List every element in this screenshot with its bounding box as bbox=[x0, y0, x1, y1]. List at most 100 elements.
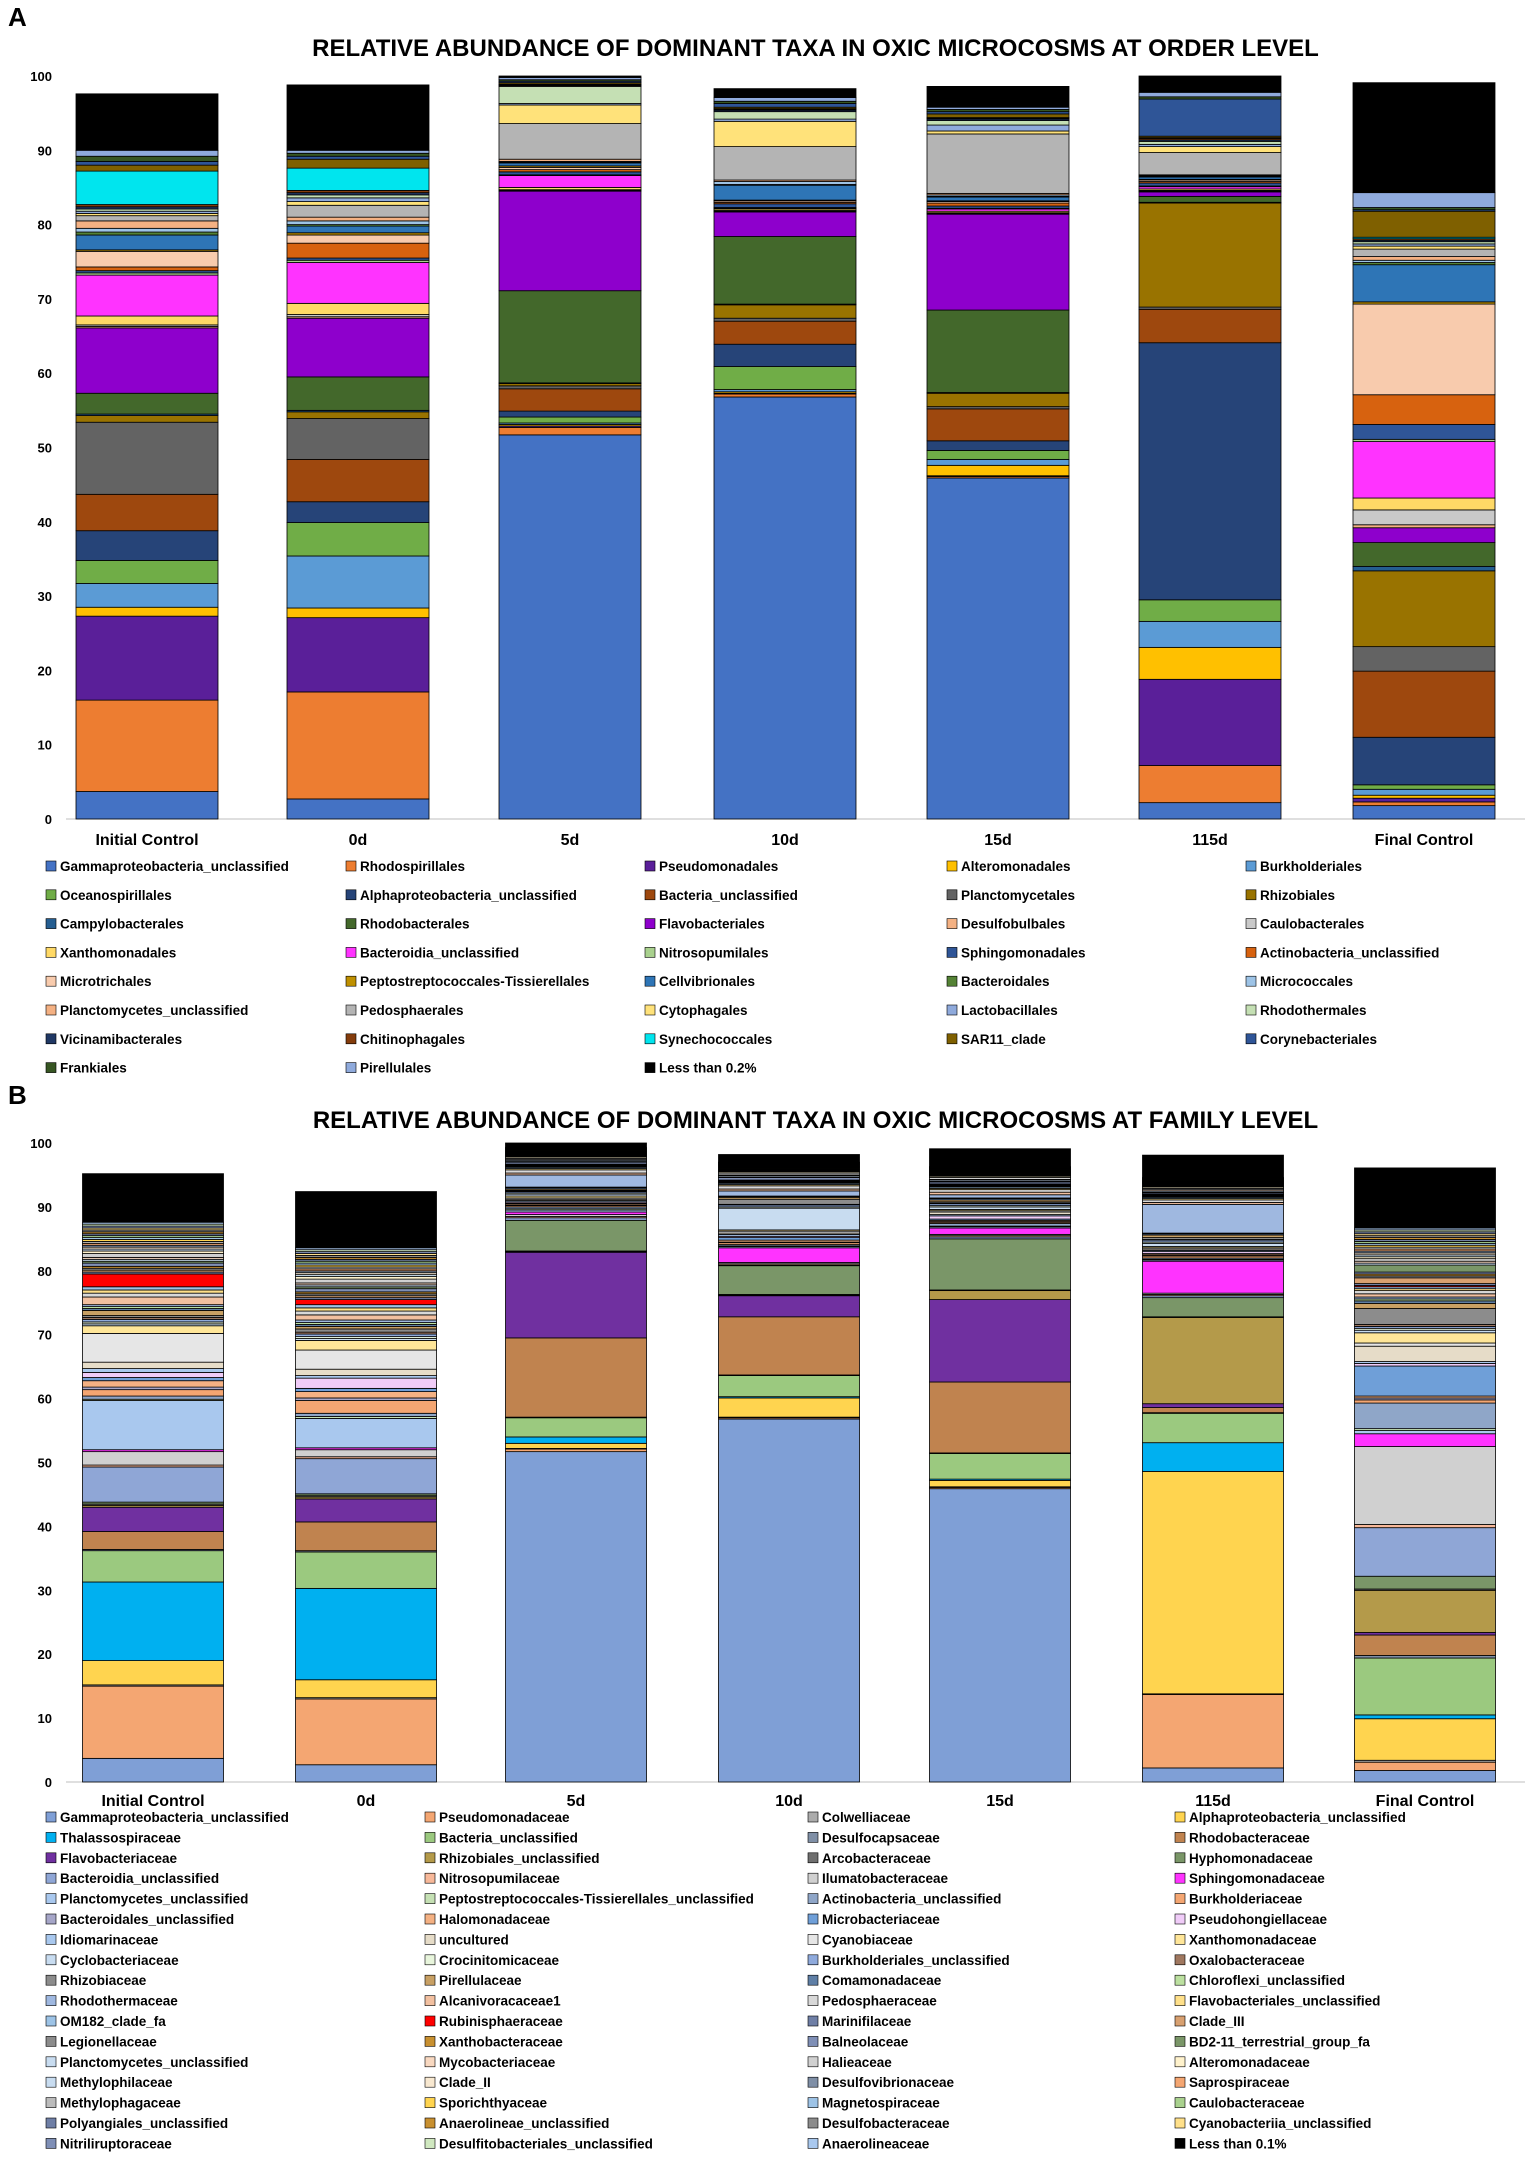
y-tick-label: 40 bbox=[38, 1519, 52, 1534]
chart-title: RELATIVE ABUNDANCE OF DOMINANT TAXA IN O… bbox=[313, 1107, 1318, 1134]
bar-segment bbox=[926, 309, 1070, 393]
legend-label: Pirellulaceae bbox=[439, 1973, 522, 1988]
legend-item: Desulfobulbales bbox=[946, 917, 1065, 932]
bar-segment bbox=[75, 164, 219, 172]
bar-segment bbox=[1354, 1308, 1496, 1325]
legend-swatch bbox=[424, 2015, 436, 2027]
legend-label: Caulobacteraceae bbox=[1189, 2096, 1305, 2111]
legend-swatch bbox=[1174, 1995, 1186, 2006]
legend-item: Saprospiraceae bbox=[1174, 2075, 1290, 2090]
legend-label: Peptostreptococcales-Tissierellales_uncl… bbox=[439, 1892, 754, 1907]
bar-segment bbox=[926, 213, 1070, 311]
bar-segment bbox=[1138, 765, 1282, 804]
bar-segment bbox=[498, 385, 642, 390]
bar-segment bbox=[75, 615, 219, 701]
bar-segment bbox=[498, 190, 642, 292]
legend-swatch bbox=[424, 1832, 436, 1843]
legend-item: Caulobacteraceae bbox=[1174, 2096, 1305, 2111]
legend-swatch bbox=[45, 1913, 57, 1925]
legend-label: Chloroflexi_unclassified bbox=[1189, 1973, 1345, 1988]
bar-segment bbox=[82, 1361, 224, 1369]
bar-segment bbox=[713, 181, 857, 185]
legend-label: Gammaproteobacteria_unclassified bbox=[60, 859, 289, 874]
bar-stack-15d bbox=[926, 86, 1070, 820]
legend-swatch bbox=[1245, 889, 1257, 901]
legend-swatch bbox=[946, 947, 958, 958]
legend-swatch bbox=[1245, 975, 1257, 987]
y-tick-label: 80 bbox=[38, 218, 52, 233]
bar-stack-initial-control bbox=[82, 1173, 224, 1783]
bar-segment bbox=[713, 103, 857, 108]
legend-swatch bbox=[345, 1004, 357, 1016]
legend-item: Hyphomonadaceae bbox=[1174, 1851, 1313, 1866]
bar-segment bbox=[718, 1198, 860, 1205]
legend-label: Planctomycetes_unclassified bbox=[60, 1892, 248, 1907]
legend-label: Marinifilaceae bbox=[822, 2014, 912, 2029]
bar-segment bbox=[286, 194, 430, 199]
x-tick-label: Final Control bbox=[1376, 1793, 1475, 1810]
legend-item: Oceanospirillales bbox=[45, 888, 172, 903]
bar-segment bbox=[1354, 1657, 1496, 1716]
bar-segment bbox=[295, 1387, 437, 1392]
x-tick-label: 15d bbox=[986, 1793, 1014, 1810]
legend-label: Actinobacteria_unclassified bbox=[822, 1892, 1001, 1907]
bar-segment bbox=[498, 290, 642, 384]
bar-segment bbox=[713, 88, 857, 98]
legend-swatch bbox=[1174, 1852, 1186, 1864]
legend-label: Methylophagaceae bbox=[60, 2096, 181, 2111]
legend-item: Bacteria_unclassified bbox=[424, 1830, 578, 1845]
legend-swatch bbox=[644, 889, 656, 901]
bar-segment bbox=[286, 317, 430, 378]
bar-segment bbox=[295, 1679, 437, 1699]
bar-segment bbox=[82, 1550, 224, 1583]
legend: Gammaproteobacteria_unclassified Pseudomo… bbox=[45, 1810, 1406, 2151]
legend-item: Less than 0.2% bbox=[644, 1061, 757, 1076]
bar-segment bbox=[718, 1265, 860, 1295]
bar-stack-115d bbox=[1138, 75, 1282, 820]
legend-item: Rhodothermales bbox=[1245, 1003, 1367, 1018]
bar-segment bbox=[82, 1325, 224, 1334]
bar-segment bbox=[286, 225, 430, 234]
bar-segment bbox=[505, 1142, 647, 1148]
legend-item: Sphingomonadales bbox=[946, 945, 1086, 960]
legend-swatch bbox=[45, 2076, 57, 2088]
bar-segment bbox=[718, 1397, 860, 1418]
bar-segment bbox=[286, 158, 430, 169]
bar-segment bbox=[286, 522, 430, 557]
legend-label: Nitrosopumilaceae bbox=[439, 1871, 560, 1886]
legend-item: Cyanobacteriia_unclassified bbox=[1174, 2116, 1371, 2131]
bar-segment bbox=[75, 149, 219, 157]
legend-label: Frankiales bbox=[60, 1061, 127, 1076]
bar-segment bbox=[1352, 248, 1496, 257]
bar-stack-115d bbox=[1142, 1154, 1284, 1783]
bar-segment bbox=[82, 1506, 224, 1532]
legend-swatch bbox=[946, 918, 958, 929]
legend-swatch bbox=[807, 2117, 819, 2129]
bar-segment bbox=[75, 250, 219, 268]
legend-item: Alteromonadales bbox=[946, 859, 1071, 874]
bar-segment bbox=[1352, 797, 1496, 803]
legend-swatch bbox=[644, 1004, 656, 1016]
legend-swatch bbox=[807, 1852, 819, 1864]
legend-label: Desulfitobacteriales_unclassified bbox=[439, 2136, 653, 2151]
bar-stack-final-control bbox=[1354, 1167, 1496, 1783]
bar-segment bbox=[505, 1219, 647, 1252]
legend-label: Alteromonadales bbox=[961, 859, 1071, 874]
legend-label: Arcobacteraceae bbox=[822, 1851, 931, 1866]
legend-label: Pedosphaeraceae bbox=[822, 1994, 937, 2009]
bar-segment bbox=[286, 302, 430, 315]
legend-swatch bbox=[45, 2117, 57, 2129]
legend-label: Sporichthyaceae bbox=[439, 2096, 548, 2111]
legend-item: Rhodobacterales bbox=[345, 917, 470, 932]
legend-swatch bbox=[807, 1811, 819, 1823]
bar-segment bbox=[75, 493, 219, 532]
bar-segment bbox=[1142, 1442, 1284, 1472]
legend-item: Planctomycetes_unclassified bbox=[45, 2055, 248, 2070]
bar-segment bbox=[926, 86, 1070, 108]
bar-segment bbox=[286, 204, 430, 218]
legend-swatch bbox=[1245, 918, 1257, 929]
bar-stack-10d bbox=[713, 88, 857, 820]
legend-swatch bbox=[345, 889, 357, 901]
legend-item: Methylophagaceae bbox=[45, 2096, 181, 2111]
bar-segment bbox=[295, 1349, 437, 1370]
